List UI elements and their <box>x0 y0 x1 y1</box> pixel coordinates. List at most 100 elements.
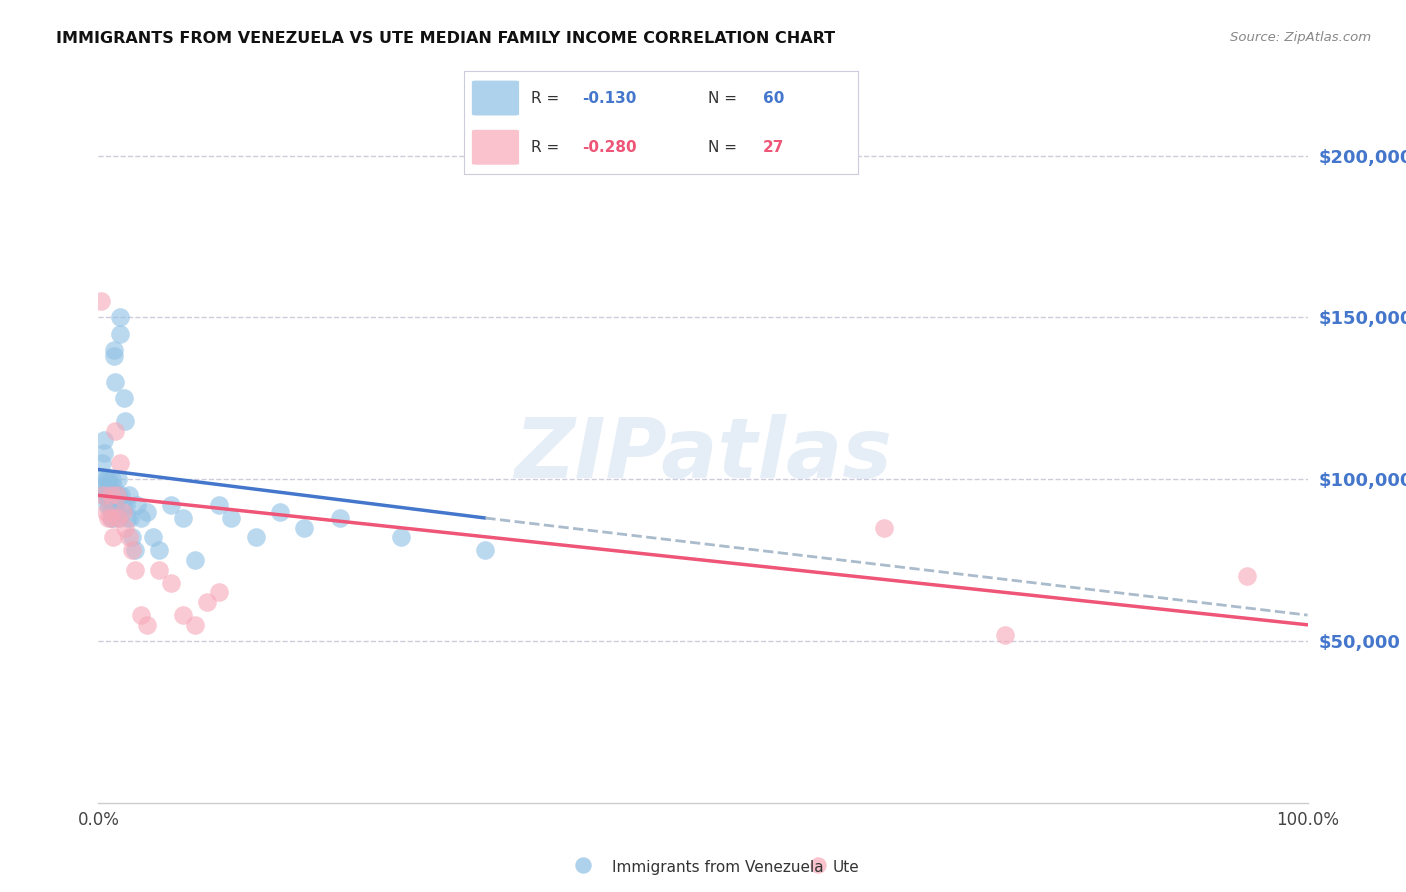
Point <box>111 498 134 512</box>
Text: Immigrants from Venezuela: Immigrants from Venezuela <box>612 860 824 874</box>
Point <box>100 472 122 486</box>
Point <box>111 504 134 518</box>
Point <box>474 543 496 558</box>
Point <box>104 424 127 438</box>
Point <box>105 488 128 502</box>
Point <box>103 343 125 357</box>
Point <box>172 608 194 623</box>
Point <box>873 521 896 535</box>
Text: IMMIGRANTS FROM VENEZUELA VS UTE MEDIAN FAMILY INCOME CORRELATION CHART: IMMIGRANTS FROM VENEZUELA VS UTE MEDIAN … <box>56 31 835 46</box>
Text: N =: N = <box>709 90 737 105</box>
Text: 27: 27 <box>763 140 785 155</box>
Point <box>108 310 131 325</box>
Point <box>96 488 118 502</box>
Point <box>94 472 117 486</box>
Point <box>101 531 124 545</box>
Point <box>100 488 122 502</box>
Text: -0.130: -0.130 <box>582 90 637 105</box>
Point <box>118 511 141 525</box>
Point <box>135 617 157 632</box>
Point <box>572 858 595 872</box>
Text: Source: ZipAtlas.com: Source: ZipAtlas.com <box>1230 31 1371 45</box>
Point <box>100 511 122 525</box>
Text: N =: N = <box>709 140 737 155</box>
Point <box>114 521 136 535</box>
Point <box>100 498 122 512</box>
Point <box>148 563 170 577</box>
Point <box>103 488 125 502</box>
Point <box>135 504 157 518</box>
Point <box>129 511 152 525</box>
Point <box>118 531 141 545</box>
Point <box>100 485 122 500</box>
Text: -0.280: -0.280 <box>582 140 637 155</box>
Point <box>994 627 1017 641</box>
Point <box>107 472 129 486</box>
Point <box>97 511 120 525</box>
Text: R =: R = <box>531 140 560 155</box>
Point <box>160 498 183 512</box>
Point <box>101 488 124 502</box>
Point <box>105 488 128 502</box>
Point <box>269 504 291 518</box>
Point <box>103 349 125 363</box>
Point <box>108 511 131 525</box>
Text: 60: 60 <box>763 90 785 105</box>
Point <box>90 294 112 309</box>
Point <box>389 531 412 545</box>
Point <box>91 488 114 502</box>
Point <box>110 488 132 502</box>
Point <box>114 414 136 428</box>
Point <box>91 488 114 502</box>
Point <box>112 392 135 406</box>
Point <box>94 485 117 500</box>
Point <box>104 498 127 512</box>
Point <box>184 553 207 567</box>
Text: Ute: Ute <box>832 860 859 874</box>
Point <box>208 585 231 599</box>
Point <box>172 511 194 525</box>
Point <box>148 543 170 558</box>
Point <box>101 511 124 525</box>
Point <box>292 521 315 535</box>
Point <box>115 498 138 512</box>
Point <box>101 478 124 492</box>
Point <box>93 446 115 460</box>
Point <box>221 511 243 525</box>
FancyBboxPatch shape <box>472 130 519 165</box>
Point <box>91 478 114 492</box>
Point <box>107 488 129 502</box>
Point <box>108 326 131 341</box>
Point <box>100 504 122 518</box>
Point <box>127 498 149 512</box>
Point <box>329 511 352 525</box>
Point <box>107 511 129 525</box>
Text: ZIPatlas: ZIPatlas <box>515 415 891 495</box>
Point <box>118 488 141 502</box>
Point <box>96 498 118 512</box>
Text: R =: R = <box>531 90 560 105</box>
Point <box>98 498 121 512</box>
Point <box>124 543 146 558</box>
FancyBboxPatch shape <box>472 80 519 115</box>
Point <box>97 472 120 486</box>
Point <box>124 563 146 577</box>
Point <box>93 434 115 448</box>
Point <box>121 543 143 558</box>
Point <box>98 478 121 492</box>
Point <box>807 858 830 872</box>
Point <box>121 531 143 545</box>
Point <box>100 511 122 525</box>
Point <box>184 617 207 632</box>
Point <box>90 472 112 486</box>
Point <box>160 575 183 590</box>
Point <box>208 498 231 512</box>
Point <box>117 511 139 525</box>
Point <box>142 531 165 545</box>
Point <box>104 375 127 389</box>
Point <box>245 531 267 545</box>
Point <box>1236 569 1258 583</box>
Point <box>195 595 218 609</box>
Point <box>129 608 152 623</box>
Point <box>94 504 117 518</box>
